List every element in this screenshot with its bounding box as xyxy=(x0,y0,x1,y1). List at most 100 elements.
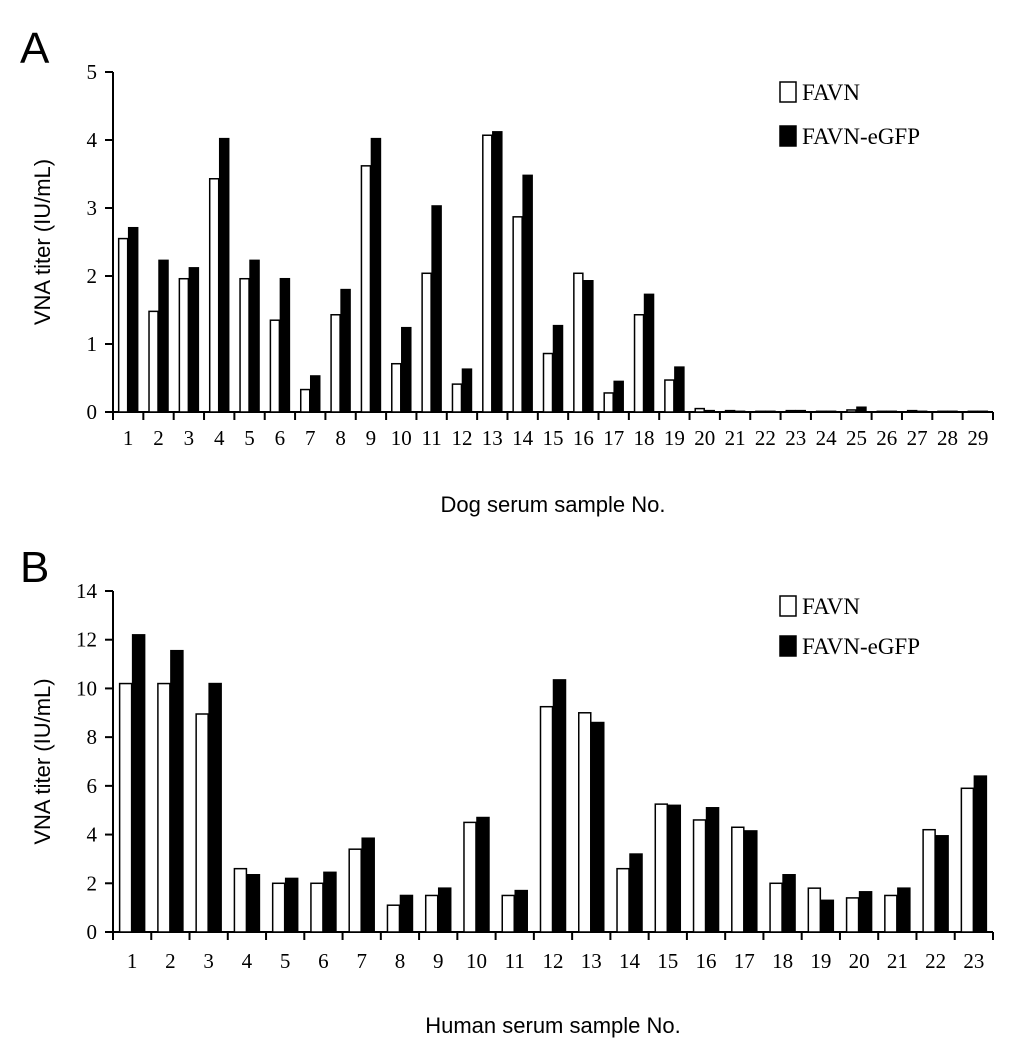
panel-b-x-tick-label: 8 xyxy=(395,949,406,973)
panel-b-bar-favn xyxy=(118,682,133,933)
panel-a-bar-favn-egfp xyxy=(249,259,260,413)
panel-b-bar-favn xyxy=(233,867,248,933)
panel-b-bar-favn xyxy=(463,821,477,933)
panel-b-bar-favn xyxy=(348,848,362,933)
panel-b-x-tick-label: 13 xyxy=(581,949,602,973)
panel-a-bar-favn-egfp xyxy=(431,205,442,413)
panel-a-x-tick-label: 7 xyxy=(305,426,316,450)
panel-a-x-tick-label: 8 xyxy=(335,426,346,450)
panel-a-bar-favn-egfp xyxy=(947,410,958,413)
panel-b-x-tick-label: 9 xyxy=(433,949,444,973)
panel-a-y-tick-label: 3 xyxy=(87,196,98,220)
panel-b-x-tick-label: 12 xyxy=(543,949,564,973)
panel-b-x-tick-label: 3 xyxy=(203,949,214,973)
panel-b-x-tick-label: 7 xyxy=(356,949,367,973)
panel-a-x-tick-label: 17 xyxy=(603,426,624,450)
panel-a-bar-favn-egfp xyxy=(613,380,624,413)
panel-b-bar-favn-egfp xyxy=(858,891,873,933)
panel-a-legend-swatch-favn-egfp xyxy=(779,125,797,147)
panel-a-bar-favn-egfp xyxy=(765,410,776,413)
panel-b-x-tick-label: 14 xyxy=(619,949,641,973)
panel-b-y-tick-label: 8 xyxy=(87,725,98,749)
panel-a-bar-favn xyxy=(633,314,645,413)
panel-b-y-tick-label: 0 xyxy=(87,920,98,944)
panel-b-bar-favn-egfp xyxy=(552,679,567,933)
panel-b-bar-favn-egfp xyxy=(591,721,605,933)
panel-a-bar-favn xyxy=(542,352,554,413)
panel-a-bar-favn-egfp xyxy=(825,410,837,413)
panel-a-bar-favn xyxy=(664,379,675,413)
panel-a-bar-favn xyxy=(724,409,736,413)
panel-b-y-tick-label: 2 xyxy=(87,871,98,895)
panel-a-bar-favn xyxy=(269,319,281,413)
panel-b-x-tick-label: 1 xyxy=(127,949,138,973)
panel-a-bar-favn xyxy=(967,410,979,413)
panel-b-legend-swatch-favn xyxy=(779,595,797,617)
panel-a-x-tick-label: 25 xyxy=(846,426,867,450)
panel-a-bar-favn xyxy=(694,407,705,413)
panel-b-x-tick-label: 2 xyxy=(165,949,176,973)
panel-a-x-tick-label: 13 xyxy=(482,426,503,450)
panel-a-x-tick-label: 6 xyxy=(275,426,286,450)
panel-a-x-tick-label: 19 xyxy=(664,426,685,450)
panel-b-bar-favn xyxy=(578,712,592,933)
panel-a-y-axis-label: VNA titer (IU/mL) xyxy=(30,159,55,325)
panel-a-bar-favn-egfp xyxy=(583,280,594,413)
panel-b-x-tick-label: 20 xyxy=(849,949,870,973)
panel-a-bar-favn xyxy=(451,383,463,413)
panel-b-bar-favn-egfp xyxy=(820,899,835,933)
panel-a-legend-label-favn-egfp: FAVN-eGFP xyxy=(802,124,920,149)
panel-b-bar-favn-egfp xyxy=(361,837,375,933)
panel-a-bar-favn-egfp xyxy=(977,410,989,413)
panel-b-bar-favn-egfp xyxy=(323,871,337,933)
panel-a-bar-favn-egfp xyxy=(492,131,503,413)
panel-a-bar-favn-egfp xyxy=(795,409,807,413)
panel-a-bar-favn xyxy=(208,178,220,413)
panel-a-bar-favn-egfp xyxy=(461,368,473,413)
panel-a-y-tick-label: 2 xyxy=(87,264,98,288)
panel-a-bar-favn xyxy=(906,409,918,413)
panel-a-bar-favn xyxy=(299,388,311,413)
panel-a-x-tick-label: 16 xyxy=(573,426,594,450)
panel-a-bar-favn xyxy=(603,392,614,413)
panel-b-bar-favn xyxy=(769,882,783,933)
panel-a-x-tick-label: 10 xyxy=(391,426,412,450)
panel-a-x-tick-label: 24 xyxy=(816,426,838,450)
panel-a-bar-favn xyxy=(421,272,432,413)
panel-b-x-tick-label: 16 xyxy=(696,949,717,973)
panel-a-bar-favn-egfp xyxy=(734,410,746,413)
panel-a-x-tick-label: 15 xyxy=(543,426,564,450)
panel-b-x-tick-label: 6 xyxy=(318,949,329,973)
panel-a-bar-favn-egfp xyxy=(218,137,230,413)
panel-b-x-tick-label: 17 xyxy=(734,949,755,973)
panel-b-bar-favn xyxy=(386,904,401,933)
panel-a-bar-favn xyxy=(846,409,857,413)
panel-a-bar-favn-egfp xyxy=(856,406,867,413)
panel-a-y-tick-label: 4 xyxy=(87,128,98,152)
panel-a-x-tick-label: 3 xyxy=(184,426,195,450)
panel-b-bar-favn-egfp xyxy=(399,894,414,933)
panel-b-x-tick-label: 10 xyxy=(466,949,487,973)
panel-b-bar-favn-egfp xyxy=(170,649,184,933)
panel-b-bar-favn xyxy=(960,787,975,933)
panel-a-bar-favn-egfp xyxy=(643,293,655,413)
panel-b-bar-favn xyxy=(922,828,936,933)
panel-a-bar-favn xyxy=(573,272,584,413)
panel-b-letter: B xyxy=(20,543,49,592)
panel-b-y-tick-label: 10 xyxy=(76,676,97,700)
panel-b-bar-favn-egfp xyxy=(782,874,796,933)
panel-b-bar-favn xyxy=(501,894,515,933)
panel-b-bar-favn-egfp xyxy=(667,804,682,933)
panel-b-bar-favn-egfp xyxy=(514,889,528,933)
panel-a-bar-favn xyxy=(815,410,827,413)
panel-a-bar-favn xyxy=(391,362,402,413)
panel-a-bar-favn xyxy=(785,409,797,413)
panel-a-x-axis-label: Dog serum sample No. xyxy=(441,492,666,517)
panel-a-bar-favn-egfp xyxy=(674,366,685,413)
panel-b-bar-favn xyxy=(157,682,171,933)
panel-b-bar-favn xyxy=(310,882,324,933)
panel-a-x-tick-label: 2 xyxy=(153,426,164,450)
panel-a-bar-favn xyxy=(360,165,372,413)
panel-a-bar-favn-egfp xyxy=(886,410,898,413)
